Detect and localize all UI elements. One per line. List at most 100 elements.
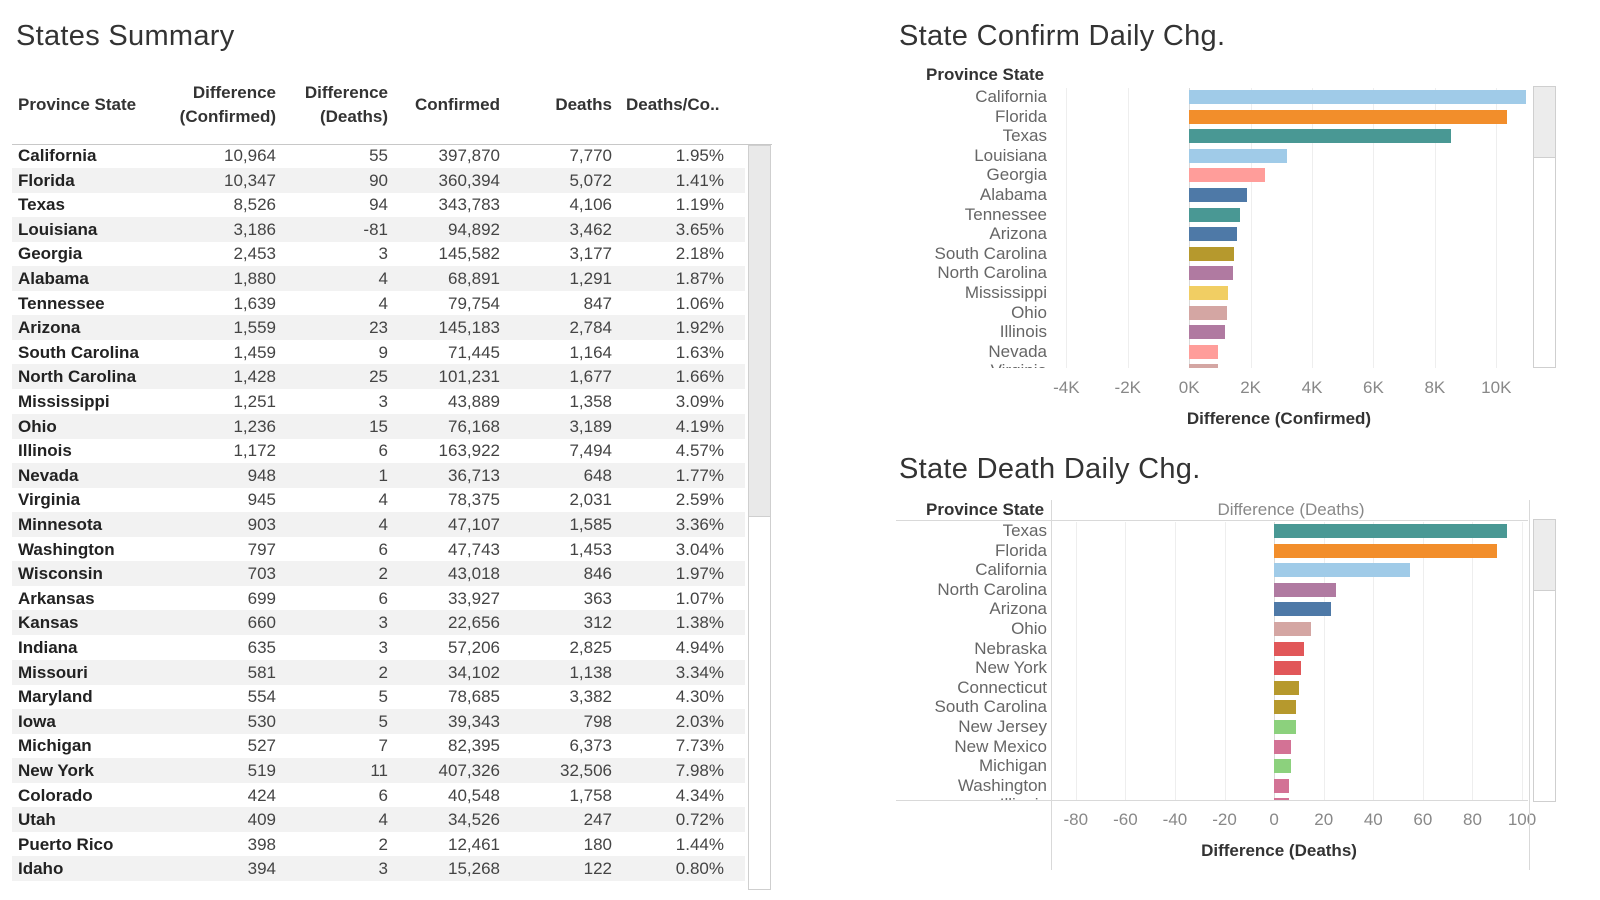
table-row[interactable]: Illinois 1,172 6 163,922 7,494 4.57% — [12, 438, 745, 463]
table-row[interactable]: Puerto Rico 398 2 12,461 180 1.44% — [12, 832, 745, 857]
table-row[interactable]: Michigan 527 7 82,395 6,373 7.73% — [12, 733, 745, 758]
category-label[interactable]: Illinois — [999, 322, 1047, 342]
col-header-diff-deaths[interactable]: Difference (Deaths) — [292, 81, 388, 129]
category-label[interactable]: Virginia — [991, 361, 1047, 368]
table-row[interactable]: Ohio 1,236 15 76,168 3,189 4.19% — [12, 413, 745, 439]
category-label[interactable]: Texas — [1002, 522, 1047, 540]
bar[interactable] — [1189, 286, 1228, 300]
table-row[interactable]: Virginia 945 4 78,375 2,031 2.59% — [12, 487, 745, 512]
bar[interactable] — [1189, 227, 1238, 242]
confirm-row-header[interactable]: Province State — [926, 65, 1045, 84]
x-axis-title[interactable]: Difference (Deaths) — [1201, 841, 1357, 860]
category-label[interactable]: Nevada — [988, 341, 1047, 361]
bar[interactable] — [1189, 364, 1219, 368]
category-label[interactable]: Florida — [995, 540, 1047, 560]
table-row[interactable]: California 10,964 55 397,870 7,770 1.95% — [12, 145, 745, 168]
table-row[interactable]: Iowa 530 5 39,343 798 2.03% — [12, 708, 745, 734]
category-label[interactable]: New York — [975, 658, 1047, 678]
table-row[interactable]: South Carolina 1,459 9 71,445 1,164 1.63% — [12, 340, 745, 365]
x-axis-title[interactable]: Difference (Confirmed) — [1186, 409, 1372, 428]
bar[interactable] — [1189, 305, 1228, 320]
summary-table-scrollbar[interactable] — [748, 145, 771, 890]
bar[interactable] — [1274, 720, 1297, 734]
table-row[interactable]: Colorado 424 6 40,548 1,758 4.34% — [12, 783, 745, 808]
bar[interactable] — [1189, 344, 1219, 359]
bar[interactable] — [1189, 109, 1507, 124]
table-row[interactable]: Kansas 660 3 22,656 312 1.38% — [12, 610, 745, 636]
table-row[interactable]: Mississippi 1,251 3 43,889 1,358 3.09% — [12, 389, 745, 414]
bar[interactable] — [1189, 207, 1240, 222]
table-row[interactable]: Tennessee 1,639 4 79,754 847 1.06% — [12, 291, 745, 316]
table-row[interactable]: Louisiana 3,186 -81 94,892 3,462 3.65% — [12, 216, 745, 242]
table-row[interactable]: Wisconsin 703 2 43,018 846 1.97% — [12, 561, 745, 587]
chart-scrollbar[interactable] — [1533, 519, 1556, 802]
category-label[interactable]: Ohio — [1011, 619, 1047, 638]
bar[interactable] — [1189, 148, 1288, 163]
col-header-confirmed[interactable]: Confirmed — [415, 95, 500, 114]
bar[interactable] — [1274, 543, 1498, 558]
category-label[interactable]: Arizona — [989, 599, 1047, 619]
bar[interactable] — [1274, 524, 1508, 538]
category-label[interactable]: Ohio — [1011, 302, 1047, 322]
bar[interactable] — [1274, 661, 1302, 676]
table-row[interactable]: Minnesota 903 4 47,107 1,585 3.36% — [12, 512, 745, 537]
bar[interactable] — [1274, 680, 1299, 695]
table-row[interactable]: Alabama 1,880 4 68,891 1,291 1.87% — [12, 266, 745, 291]
category-label[interactable]: Florida — [995, 106, 1047, 126]
bar[interactable] — [1189, 246, 1234, 261]
table-row[interactable]: New York 519 11 407,326 32,506 7.98% — [12, 758, 745, 783]
table-row[interactable]: Washington 797 6 47,743 1,453 3.04% — [12, 537, 745, 562]
chart-scroll-thumb[interactable] — [1534, 520, 1555, 591]
table-row[interactable]: Utah 409 4 34,526 247 0.72% — [12, 807, 745, 833]
chart-scroll-thumb[interactable] — [1534, 87, 1555, 158]
category-label[interactable]: Louisiana — [974, 145, 1047, 165]
bar[interactable] — [1274, 778, 1289, 793]
bar[interactable] — [1189, 325, 1226, 340]
bar[interactable] — [1189, 90, 1526, 104]
bar[interactable] — [1274, 582, 1337, 597]
chart-scrollbar[interactable] — [1533, 86, 1556, 368]
category-label[interactable]: Texas — [1002, 126, 1047, 146]
category-label[interactable]: California — [975, 560, 1047, 580]
bar[interactable] — [1189, 129, 1452, 144]
category-label[interactable]: Michigan — [978, 756, 1047, 776]
category-label[interactable]: Arizona — [989, 224, 1047, 244]
bar[interactable] — [1274, 700, 1297, 715]
col-header-deaths[interactable]: Deaths — [555, 95, 612, 114]
table-row[interactable]: Texas 8,526 94 343,783 4,106 1.19% — [12, 192, 745, 217]
table-row[interactable]: Florida 10,347 90 360,394 5,072 1.41% — [12, 167, 745, 193]
category-label[interactable]: South Carolina — [934, 243, 1047, 263]
bar[interactable] — [1274, 563, 1411, 578]
category-label[interactable]: New Jersey — [958, 717, 1047, 736]
death-row-header[interactable]: Province State — [926, 500, 1045, 519]
summary-scroll-thumb[interactable] — [749, 146, 770, 517]
col-header-state[interactable]: Province State — [18, 95, 137, 114]
col-header-diff-confirmed[interactable]: Difference (Confirmed) — [162, 81, 276, 129]
bar[interactable] — [1274, 798, 1289, 800]
category-label[interactable]: Tennessee — [964, 204, 1047, 224]
table-row[interactable]: Indiana 635 3 57,206 2,825 4.94% — [12, 635, 745, 660]
category-label[interactable]: Alabama — [979, 185, 1047, 204]
table-row[interactable]: Georgia 2,453 3 145,582 3,177 2.18% — [12, 241, 745, 266]
category-label[interactable]: New Mexico — [954, 736, 1047, 756]
category-label[interactable]: North Carolina — [937, 263, 1047, 283]
category-label[interactable]: Connecticut — [957, 677, 1047, 697]
category-label[interactable]: Illinois — [1000, 795, 1047, 800]
table-row[interactable]: North Carolina 1,428 25 101,231 1,677 1.66% — [12, 364, 745, 390]
bar[interactable] — [1189, 168, 1265, 183]
category-label[interactable]: Georgia — [986, 165, 1047, 185]
table-row[interactable]: Idaho 394 3 15,268 122 0.80% — [12, 856, 745, 882]
table-row[interactable]: Maryland 554 5 78,685 3,382 4.30% — [12, 684, 745, 709]
category-label[interactable]: California — [975, 88, 1047, 106]
bar[interactable] — [1274, 739, 1292, 754]
bar[interactable] — [1274, 602, 1332, 617]
category-label[interactable]: Nebraska — [974, 638, 1047, 658]
bar[interactable] — [1274, 759, 1292, 774]
table-row[interactable]: Arkansas 699 6 33,927 363 1.07% — [12, 586, 745, 611]
table-row[interactable]: Nevada 948 1 36,713 648 1.77% — [12, 462, 745, 488]
category-label[interactable]: Washington — [957, 775, 1047, 795]
category-label[interactable]: North Carolina — [937, 579, 1047, 599]
bar[interactable] — [1189, 266, 1234, 281]
bar[interactable] — [1274, 641, 1304, 656]
table-row[interactable]: Arizona 1,559 23 145,183 2,784 1.92% — [12, 315, 745, 341]
